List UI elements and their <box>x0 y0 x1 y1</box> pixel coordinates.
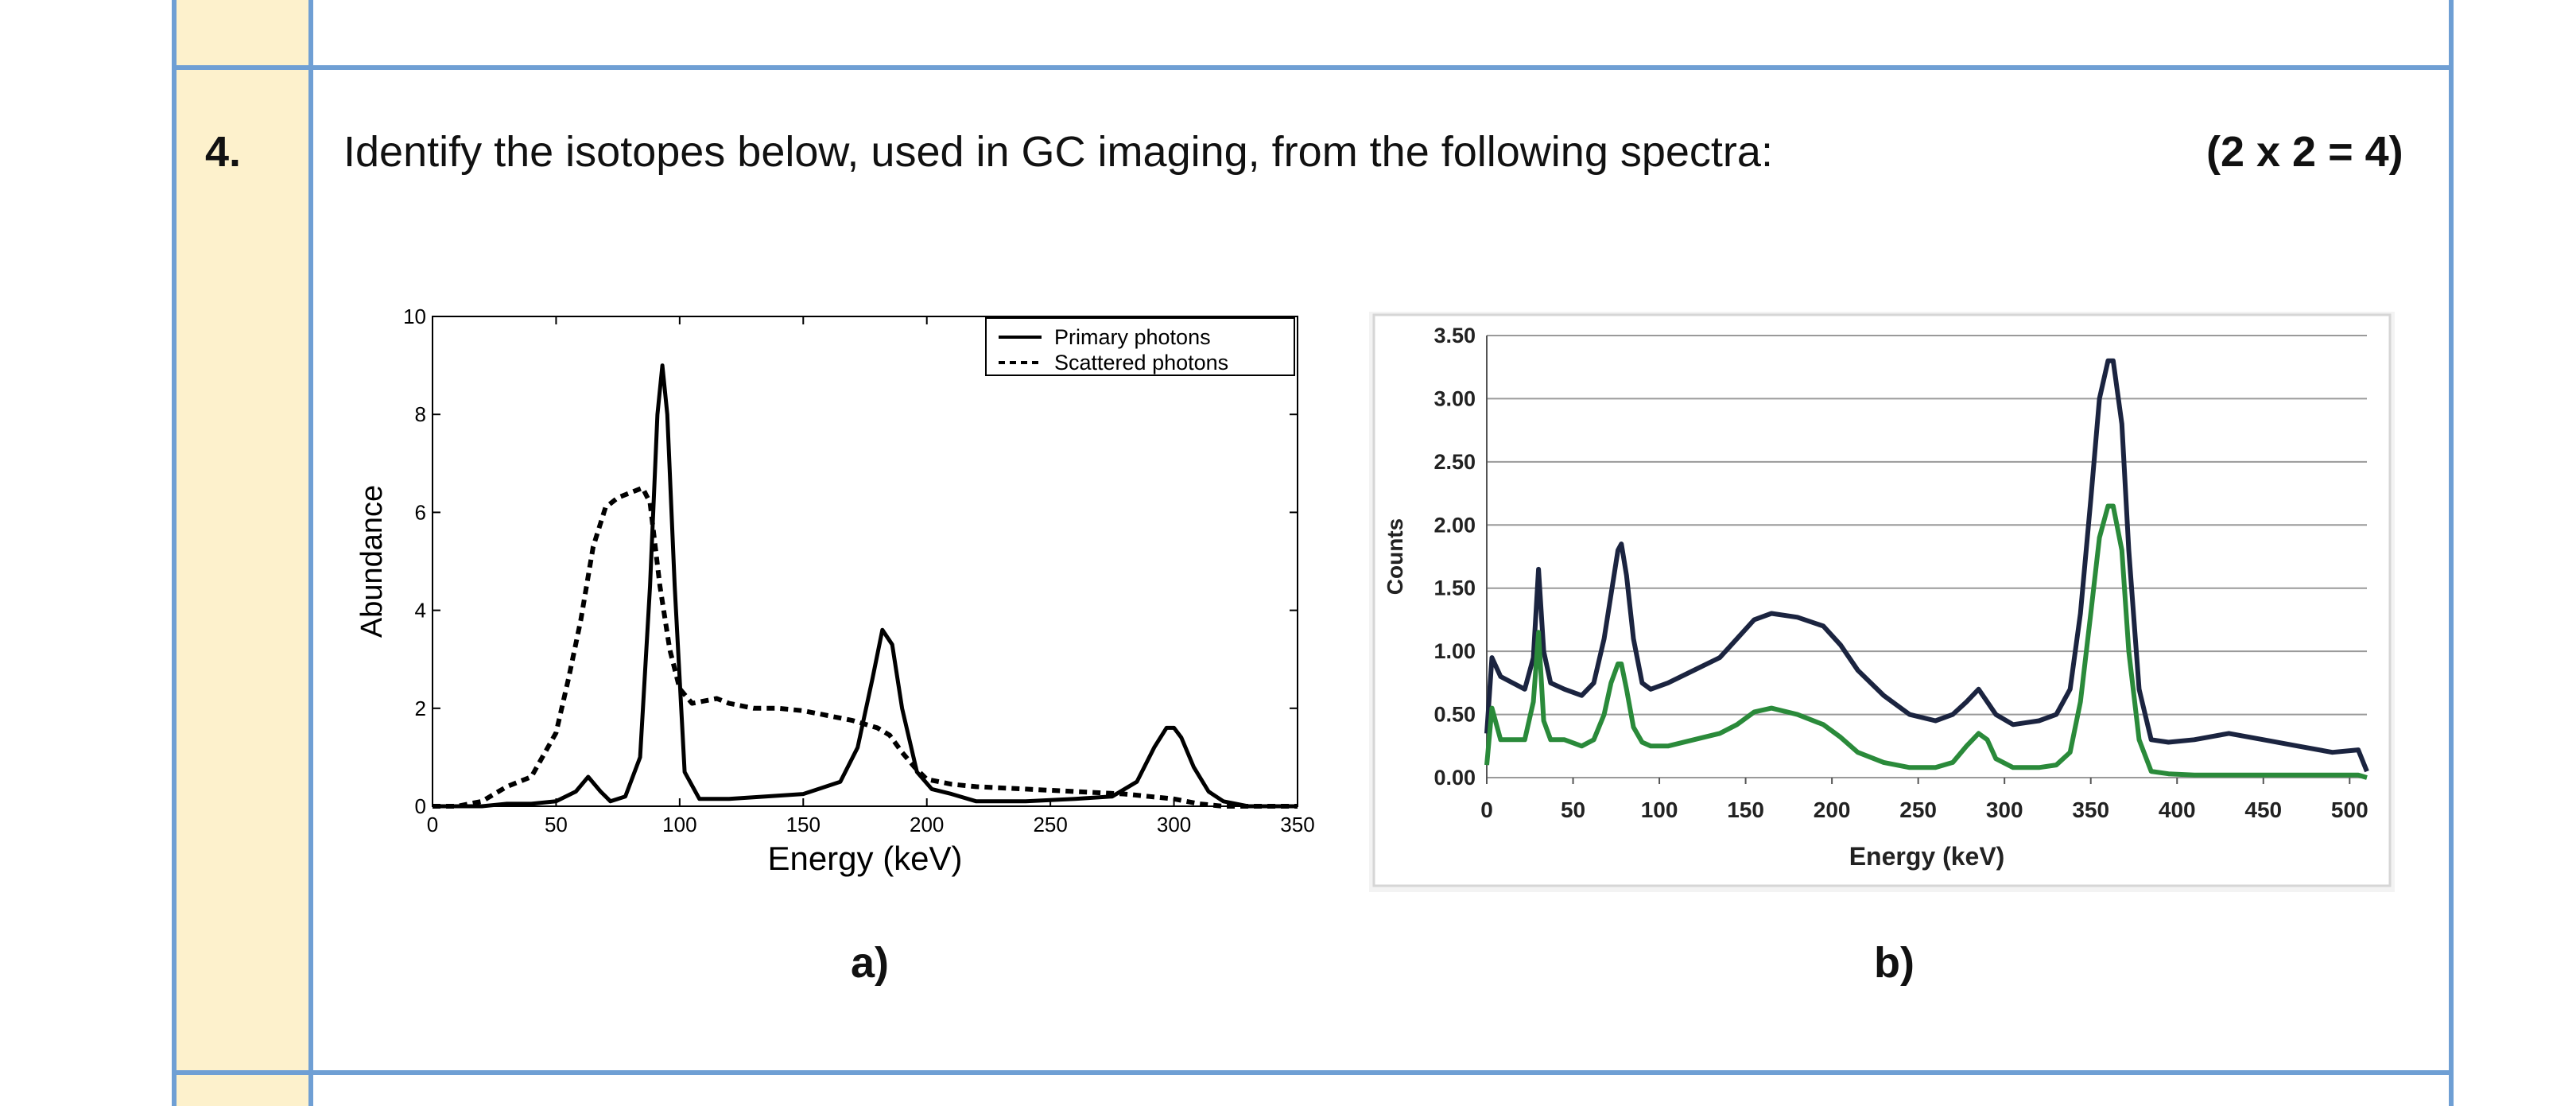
x-tick-label: 350 <box>2072 797 2109 822</box>
y-tick-label: 4 <box>415 599 426 623</box>
table-border-mid <box>308 0 313 1106</box>
y-tick-label: 0.50 <box>1433 703 1476 727</box>
chart-panel <box>1372 313 2392 887</box>
x-tick-label: 250 <box>1899 797 1937 822</box>
legend-label: Scattered photons <box>1054 351 1228 374</box>
x-tick-label: 150 <box>1727 797 1764 822</box>
x-axis-label: Energy (keV) <box>767 840 962 877</box>
x-tick-label: 300 <box>1986 797 2023 822</box>
x-tick-label: 250 <box>1033 813 1067 836</box>
legend-box <box>985 317 1295 376</box>
series-line-1 <box>1484 358 2369 773</box>
y-tick-label: 2 <box>415 697 426 720</box>
y-tick-label: 0 <box>415 794 426 818</box>
y-tick-label: 2.00 <box>1433 513 1476 537</box>
table-border-right <box>2449 0 2454 1106</box>
x-tick-label: 50 <box>545 813 568 836</box>
y-tick-label: 3.00 <box>1433 386 1476 410</box>
y-tick-label: 8 <box>415 402 426 426</box>
y-tick-label: 6 <box>415 500 426 524</box>
x-axis-label: Energy (keV) <box>1849 842 2005 871</box>
x-tick-label: 100 <box>1641 797 1678 822</box>
question-number: 4. <box>205 128 242 176</box>
table-border-left <box>172 0 177 1106</box>
table-row-border-bottom <box>172 1070 2454 1075</box>
x-tick-label: 100 <box>662 813 696 836</box>
series-line-primary-photons <box>433 363 1298 809</box>
y-tick-label: 1.00 <box>1433 639 1476 663</box>
y-tick-label: 1.50 <box>1433 576 1476 600</box>
question-text: Identify the isotopes below, used in GC … <box>343 128 1773 176</box>
x-tick-label: 50 <box>1561 797 1585 822</box>
y-tick-label: 10 <box>403 305 426 328</box>
y-tick-label: 3.50 <box>1433 324 1476 347</box>
spectrum-chart-b: 0.00 0.50 1.00 1.50 2.00 2.50 3.00 3.50 0 50 100 15… <box>1369 312 2395 892</box>
plot-frame <box>432 316 1298 807</box>
x-tick-label: 200 <box>910 813 944 836</box>
table-row-border-top <box>172 65 2454 70</box>
chart-b-label: b) <box>1874 939 1915 987</box>
x-tick-label: 500 <box>2331 797 2368 822</box>
x-tick-label: 200 <box>1814 797 1851 822</box>
chart-a-label: a) <box>851 939 890 987</box>
x-tick-label: 0 <box>427 813 438 836</box>
x-tick-label: 400 <box>2159 797 2196 822</box>
y-tick-label: 0.00 <box>1433 766 1476 790</box>
series-line-scattered-photons <box>433 485 1298 809</box>
x-tick-label: 450 <box>2244 797 2282 822</box>
x-tick-label: 150 <box>786 813 821 836</box>
y-axis-label: Counts <box>1383 518 1407 595</box>
x-tick-label: 0 <box>1480 797 1493 822</box>
y-tick-label: 2.50 <box>1433 450 1476 474</box>
x-tick-label: 300 <box>1157 813 1191 836</box>
question-marks: (2 x 2 = 4) <box>2206 128 2403 176</box>
legend-label: Primary photons <box>1054 325 1211 349</box>
question-number-column <box>177 0 310 1106</box>
spectrum-chart-a: 0 50 100 150 200 250 300 350 0 2 4 6 8 10 Energy (keV)… <box>355 305 1315 877</box>
x-tick-label: 350 <box>1280 813 1314 836</box>
y-axis-label: Abundance <box>355 485 389 638</box>
series-line-2 <box>1484 503 2368 780</box>
